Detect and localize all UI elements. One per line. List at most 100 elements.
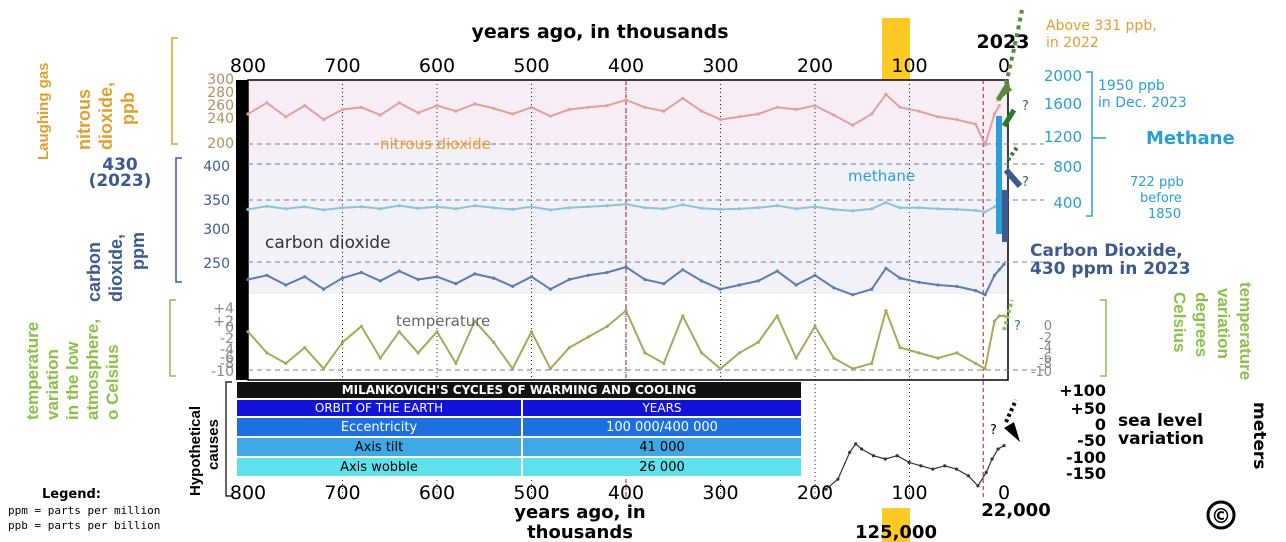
point-temperature-25 xyxy=(718,367,723,371)
point-methane-21 xyxy=(643,206,647,210)
svg-text:dioxide,: dioxide, xyxy=(106,234,126,302)
point-temperature-5 xyxy=(340,340,345,344)
svg-text:nitrous: nitrous xyxy=(74,89,94,150)
point-methane-29 xyxy=(794,207,798,211)
point-temperature-24 xyxy=(700,351,704,355)
point-nitrous-dioxide-18 xyxy=(586,105,590,109)
svg-text:atmosphere,: atmosphere, xyxy=(83,319,102,420)
point-sea-level-variation-5 xyxy=(871,454,876,458)
methane-title: Methane xyxy=(1146,128,1235,149)
sea-dotted xyxy=(1004,399,1018,423)
point-methane-30 xyxy=(813,205,817,209)
point-nitrous-dioxide-42 xyxy=(997,104,1001,108)
bottom-tick-200: 200 xyxy=(797,482,833,504)
point-sea-level-variation-18 xyxy=(1002,444,1006,448)
point-nitrous-dioxide-3 xyxy=(303,104,307,108)
legend-title: Legend: xyxy=(42,487,101,502)
left-tick-nitrous-3: 240 xyxy=(207,111,234,127)
point-carbon-dioxide-42 xyxy=(997,268,1001,272)
left-co2-bracket xyxy=(175,157,182,283)
point-carbon-dioxide-4 xyxy=(322,287,326,291)
svg-text:variation: variation xyxy=(43,349,62,420)
point-methane-22 xyxy=(662,207,666,211)
point-temperature-6 xyxy=(359,324,363,328)
svg-text:430: 430 xyxy=(102,155,138,175)
svg-text:Hypothetical: Hypothetical xyxy=(187,406,204,496)
point-carbon-dioxide-23 xyxy=(681,268,685,272)
right-tick-temp-2: -4 xyxy=(1039,341,1052,356)
point-methane-27 xyxy=(756,206,760,210)
point-methane-38 xyxy=(955,207,959,211)
point-temperature-31 xyxy=(832,356,836,360)
plot-bg-gases xyxy=(248,152,1008,294)
point-temperature-33 xyxy=(870,361,874,365)
right-tick-methane-4: 400 xyxy=(1053,194,1082,212)
point-nitrous-dioxide-36 xyxy=(917,109,921,113)
point-carbon-dioxide-37 xyxy=(936,283,940,287)
left-co2-label: 430 (2023) carbon dioxide, ppm xyxy=(84,155,151,302)
series-label-temp: temperature xyxy=(396,312,490,330)
point-nitrous-dioxide-5 xyxy=(340,107,345,112)
point-carbon-dioxide-21 xyxy=(643,277,647,282)
point-carbon-dioxide-13 xyxy=(492,276,496,280)
point-temperature-10 xyxy=(435,330,439,334)
right-tick-methane-2: 1200 xyxy=(1044,128,1082,146)
point-temperature-27 xyxy=(756,340,760,344)
point-nitrous-dioxide-22 xyxy=(662,109,666,113)
hypothetical-causes-label: Hypothetical causes xyxy=(187,406,222,496)
svg-text:dioxide,: dioxide, xyxy=(96,82,116,150)
point-methane-32 xyxy=(851,209,855,213)
point-methane-40 xyxy=(983,210,987,214)
left-tick-nitrous-0: 300 xyxy=(207,72,234,88)
point-temperature-14 xyxy=(510,367,515,371)
point-sea-level-variation-6 xyxy=(883,457,887,461)
point-sea-level-variation-1 xyxy=(836,477,840,481)
series-layer xyxy=(246,92,1006,371)
methane-now-bar xyxy=(996,116,1002,234)
point-nitrous-dioxide-0 xyxy=(246,112,250,116)
point-temperature-16 xyxy=(548,367,553,371)
point-sea-level-variation-9 xyxy=(919,464,923,468)
point-methane-23 xyxy=(681,203,685,207)
left-tick-temp-4: -4 xyxy=(220,342,234,358)
point-nitrous-dioxide-17 xyxy=(567,107,571,112)
right-tick-temp-0: 0 xyxy=(1044,319,1052,334)
top-tick-500: 500 xyxy=(513,55,549,77)
bottom-axis-title-line2: thousands xyxy=(527,522,633,542)
point-methane-15 xyxy=(529,205,534,209)
point-carbon-dioxide-40 xyxy=(983,293,987,297)
milankovich-row-eccentricity-value: 100 000/400 000 xyxy=(522,417,802,437)
svg-text:Laughing gas: Laughing gas xyxy=(35,63,52,161)
point-carbon-dioxide-41 xyxy=(992,273,997,277)
copyleft-circle xyxy=(1206,500,1236,530)
point-temperature-38 xyxy=(955,351,959,355)
marker-125k-label: 125,000 xyxy=(855,522,937,542)
svg-text:degrees: degrees xyxy=(1192,292,1211,357)
sea-title-l1: sea level xyxy=(1118,411,1203,431)
svg-text:Celsius: Celsius xyxy=(1170,292,1189,352)
point-carbon-dioxide-1 xyxy=(265,273,269,277)
point-nitrous-dioxide-13 xyxy=(492,106,496,110)
point-carbon-dioxide-33 xyxy=(870,287,874,291)
series-line-carbon-dioxide xyxy=(247,263,1005,296)
point-methane-33 xyxy=(870,207,874,211)
point-temperature-11 xyxy=(454,361,458,365)
point-methane-37 xyxy=(936,207,940,211)
point-sea-level-variation-16 xyxy=(990,457,994,461)
point-carbon-dioxide-34 xyxy=(884,266,888,270)
methane-before-l1: 722 ppb xyxy=(1130,175,1184,190)
methane-right-bracket xyxy=(1086,71,1093,217)
top-tick-200: 200 xyxy=(797,55,833,77)
top-tick-600: 600 xyxy=(419,55,455,77)
point-carbon-dioxide-26 xyxy=(737,283,742,287)
point-carbon-dioxide-28 xyxy=(775,269,779,273)
point-temperature-12 xyxy=(473,319,477,323)
top-tick-100: 100 xyxy=(891,55,927,77)
point-carbon-dioxide-3 xyxy=(303,275,307,279)
left-nitrous-label: Laughing gas nitrous dioxide, ppb xyxy=(35,63,138,161)
left-tick-temp-1: +2 xyxy=(213,314,234,330)
left-temp-bracket xyxy=(169,299,176,377)
point-temperature-1 xyxy=(265,351,269,355)
series-label-co2: carbon dioxide xyxy=(265,233,391,253)
